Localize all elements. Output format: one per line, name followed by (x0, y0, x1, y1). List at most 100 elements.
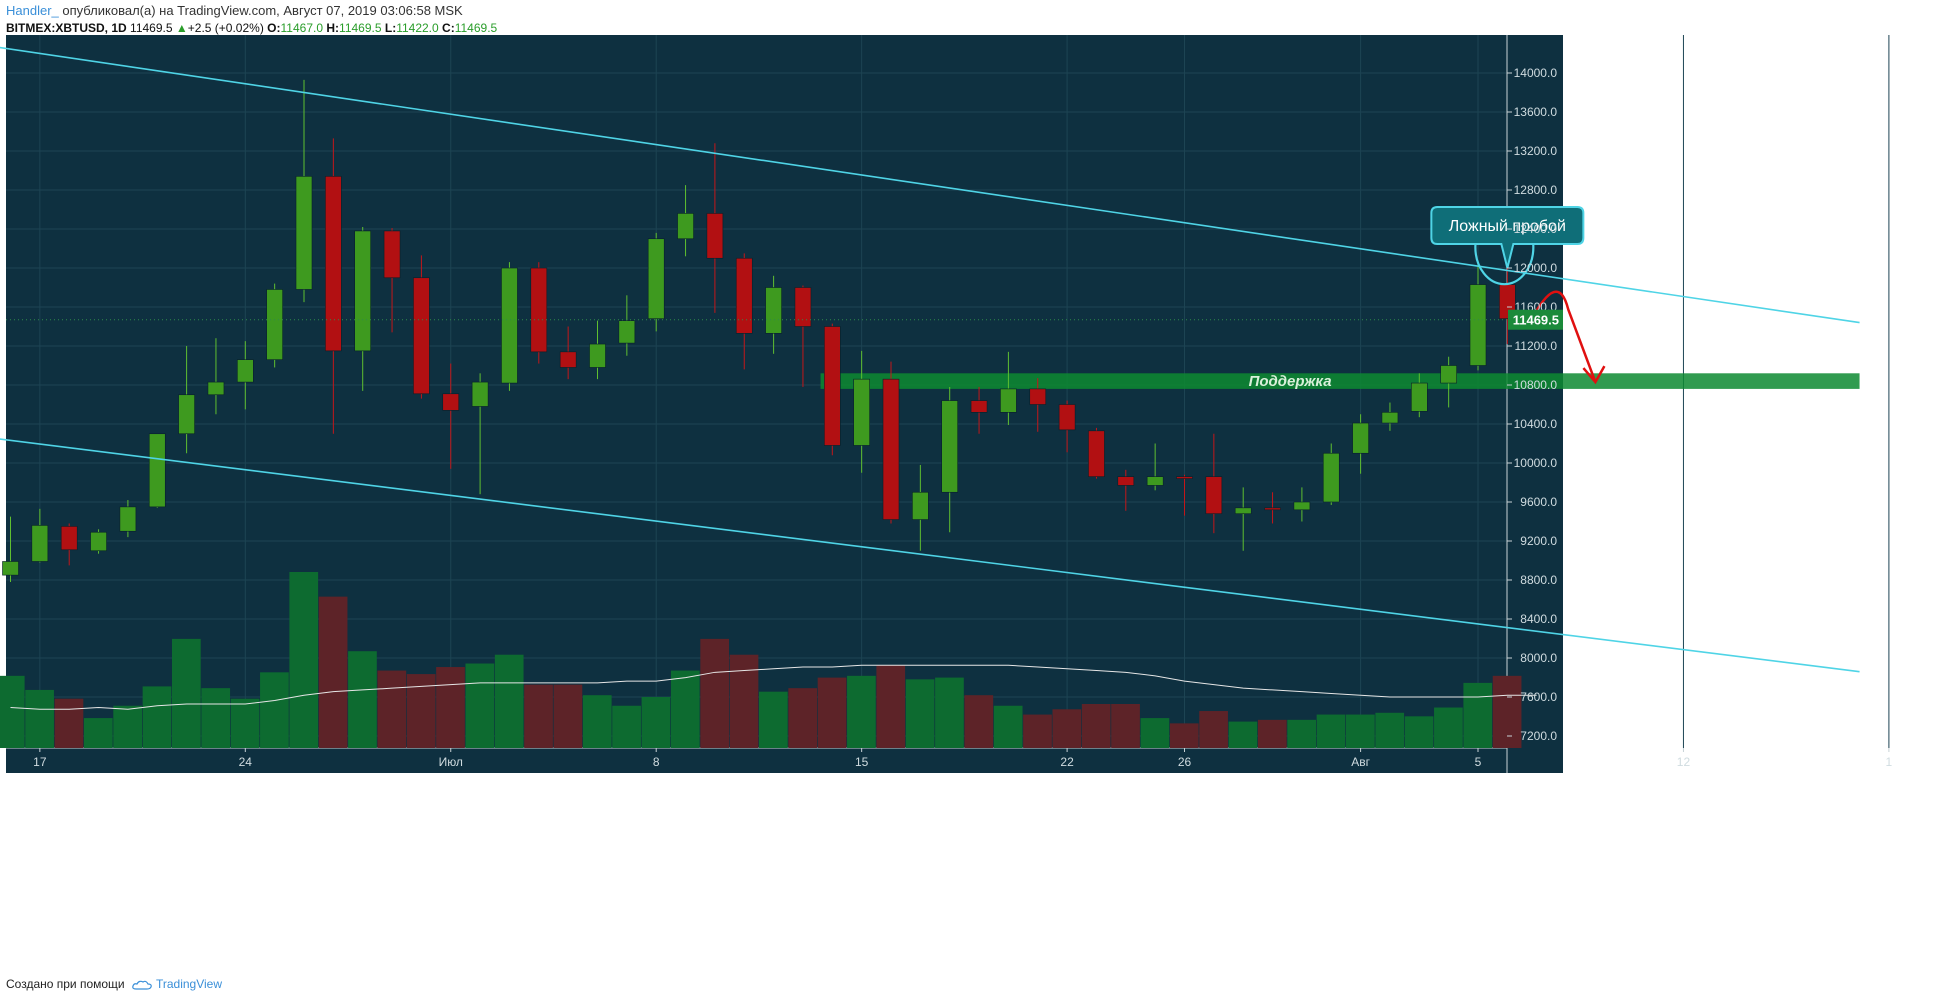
candle (383, 228, 401, 333)
candle (1352, 414, 1369, 474)
forecast-arrow-head (1582, 365, 1606, 385)
volume-bar (260, 672, 289, 748)
callout-text: Ложный пробой (1449, 218, 1566, 235)
date-tick-label: 26 (1178, 755, 1192, 769)
candle-body (765, 287, 782, 334)
candle (647, 232, 665, 332)
candle-body (295, 176, 313, 290)
symbol-label: BITMEX:XBTUSD, 1D (6, 21, 127, 35)
candle (237, 341, 254, 410)
close-label: C: (442, 21, 455, 35)
volume-bar (641, 696, 671, 748)
up-triangle-icon: ▲ (175, 21, 188, 35)
date-tick-label: 8 (653, 755, 660, 769)
date-tick-label: 1 (1886, 755, 1893, 769)
candle (2, 516, 19, 582)
candle-body (618, 320, 636, 344)
candle-body (413, 277, 430, 395)
annotations: Ложный пробой (1430, 206, 1606, 385)
volume-bar (524, 684, 553, 748)
candle (1381, 402, 1399, 431)
candle-body (1411, 382, 1428, 412)
price-change: +2.5 (+0.02%) (187, 21, 264, 35)
volume-bar (113, 705, 142, 748)
close-value: 11469.5 (454, 21, 498, 35)
price-tick-label: 9600.0 (1520, 495, 1557, 509)
candle-body (1146, 476, 1164, 486)
candle (912, 464, 929, 551)
candle-body (383, 230, 401, 279)
candle-body (647, 238, 665, 319)
price-axis[interactable]: 7200.0 7600.0 8000.0 8400.0 8800.0 9200.0 9600… (6, 66, 1563, 743)
price-tick-label: 13600.0 (1514, 105, 1558, 119)
volume-bar (1316, 714, 1346, 748)
author-link[interactable]: Handler_ (6, 3, 59, 18)
candle-body (1205, 476, 1223, 514)
last-price-text: 11469.5 (1513, 313, 1559, 328)
volume-bar (759, 691, 788, 748)
candle (1411, 373, 1428, 418)
candle (794, 285, 812, 387)
candle (1293, 487, 1311, 522)
volume-bar (436, 667, 465, 748)
plot-background (6, 35, 1563, 773)
candle (60, 523, 78, 566)
candle (765, 275, 782, 354)
candle (970, 386, 988, 434)
candle (941, 386, 959, 533)
time-axis[interactable]: 17 24 Июл 8 15 22 26 Авг 5 12 1 (33, 748, 1893, 769)
callout-bubble (1430, 206, 1585, 269)
volume-bar (817, 677, 847, 748)
candle (354, 227, 372, 391)
candle-body (1234, 507, 1252, 515)
date-tick-label: Июл (439, 755, 463, 769)
volume-bar (318, 596, 348, 748)
candle (1264, 492, 1281, 524)
candle (1440, 356, 1457, 408)
candle (325, 138, 342, 434)
candle (589, 320, 606, 380)
candle (413, 255, 430, 399)
volume-bar (1228, 721, 1258, 748)
volume-bar (1199, 711, 1228, 748)
high-value: 11469.5 (339, 21, 382, 35)
volume-bar (142, 686, 172, 748)
volume-bar (83, 718, 113, 748)
low-value: 11422.0 (396, 21, 439, 35)
volume-bar (935, 677, 964, 748)
candle-body (794, 287, 812, 327)
candle-body (60, 526, 78, 551)
volume-bar (25, 689, 54, 748)
candle (1176, 474, 1193, 516)
candle (1205, 433, 1223, 534)
candle-body (501, 267, 518, 384)
channel-upper-line (0, 46, 1860, 324)
price-tick-label: 10000.0 (1514, 456, 1558, 470)
candle-body (1176, 476, 1193, 479)
publish-info: Handler_ опубликовал(а) на TradingView.c… (6, 3, 463, 18)
candle (882, 361, 900, 524)
volume-bar (1052, 709, 1082, 748)
tradingview-brand-link[interactable]: TradingView (155, 977, 223, 991)
support-zone-band (820, 373, 1860, 389)
candle (119, 500, 137, 538)
candle (618, 295, 636, 356)
volume-bar (230, 698, 260, 748)
candle-body (970, 400, 988, 413)
candle-body (1322, 452, 1340, 503)
candle (471, 373, 489, 495)
volume-bar (201, 688, 231, 748)
candle-body (1469, 284, 1487, 366)
volume-bar (876, 665, 906, 748)
support-zone-label: Поддержка (1249, 373, 1332, 390)
candle (1000, 351, 1017, 425)
volume-bar (1257, 719, 1287, 748)
candle (266, 283, 283, 368)
volume-bar (993, 705, 1023, 748)
candle (90, 529, 107, 554)
volume-bar (0, 675, 25, 748)
candle-body (912, 491, 929, 520)
candle (1146, 443, 1164, 491)
candle-body (1117, 476, 1135, 486)
